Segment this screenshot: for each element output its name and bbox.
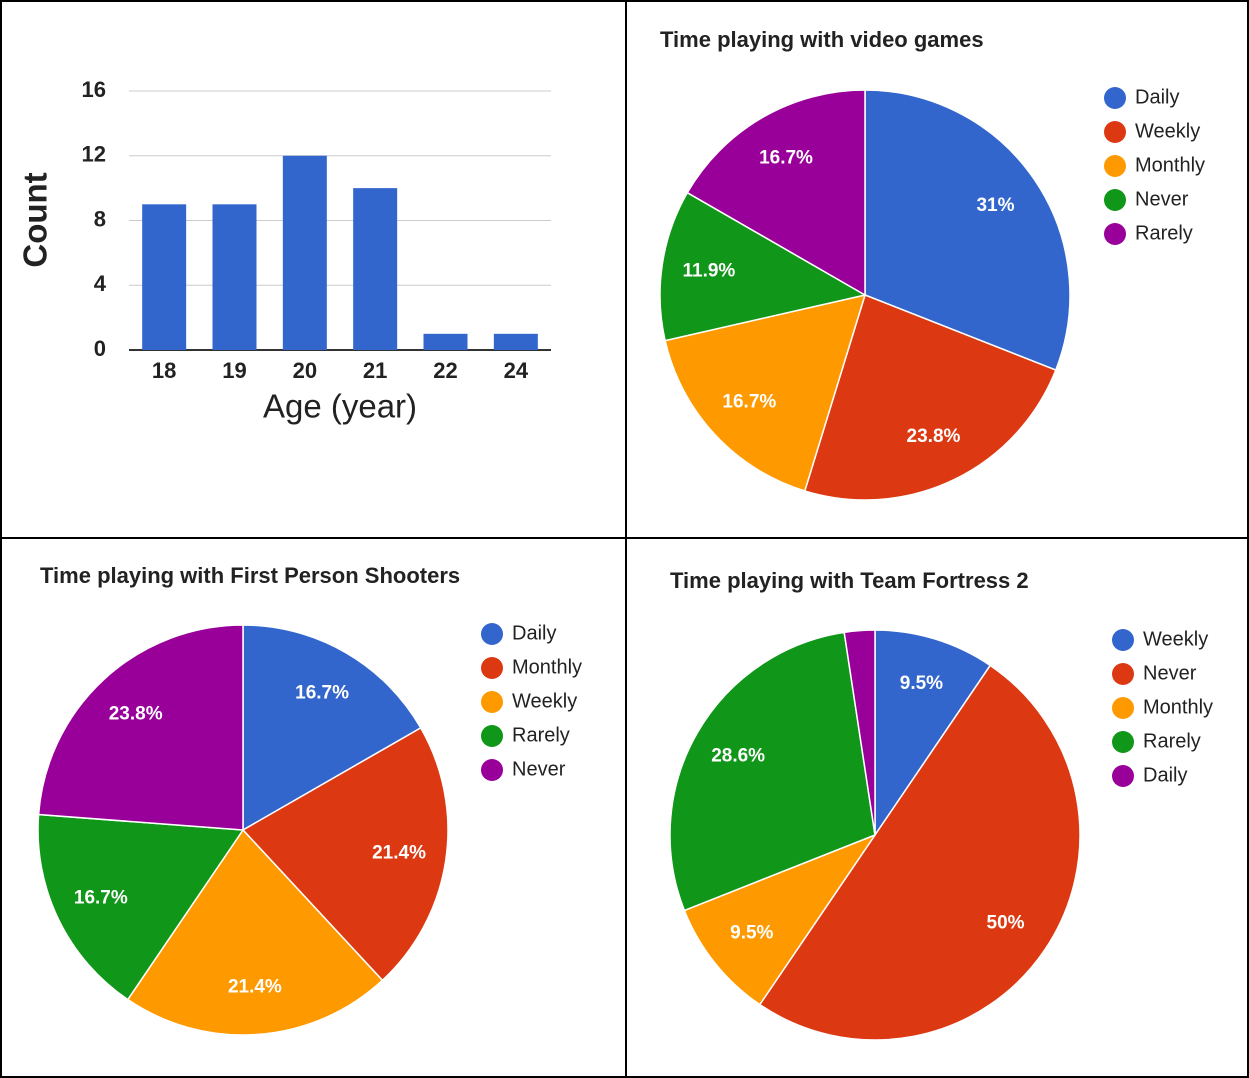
legend-swatch [1112,697,1134,719]
pie-slice [686,89,866,297]
slice-label: 21.4% [372,843,426,864]
pie-slice [874,629,992,838]
slice-label: 16.7% [759,147,813,168]
y-tick-label: 12 [82,142,106,167]
slice-label: 9.5% [900,673,943,694]
bar [493,333,538,350]
legend-label: Never [1143,662,1197,684]
pie-slice [241,726,449,982]
legend-label: Monthly [1143,696,1213,718]
chart-title: Time playing with video games [660,27,984,52]
y-tick-label: 0 [94,336,106,361]
legend-label: Monthly [512,656,582,678]
legend-swatch [1104,121,1126,143]
legend-label: Weekly [1143,628,1208,650]
y-axis-label: Count [17,172,54,267]
bar [423,333,468,350]
legend-label: Daily [1135,86,1179,108]
legend-swatch [481,657,503,679]
legend-swatch [481,725,503,747]
slice-label: 50% [987,913,1025,934]
chart-title: Time playing with Team Fortress 2 [670,568,1029,593]
x-axis-label: Age (year) [263,388,417,425]
legend-label: Weekly [1135,120,1200,142]
legend-swatch [1104,87,1126,109]
pie-slice [843,629,876,836]
legend-label: Never [512,758,566,780]
legend-swatch [481,623,503,645]
pie-slice [126,828,384,1036]
bar [282,155,327,350]
legend-swatch [1112,731,1134,753]
x-tick-label: 20 [293,358,317,383]
legend-swatch [481,759,503,781]
pie-slice [864,89,1071,372]
bar [212,204,257,350]
legend-swatch [1104,155,1126,177]
slice-label: 16.7% [295,682,349,703]
legend-label: Daily [512,622,556,644]
slice-label: 16.7% [722,391,776,412]
pie-slice [659,191,868,342]
slice-label: 31% [976,195,1014,216]
x-tick-label: 22 [433,358,457,383]
legend-label: Daily [1143,764,1187,786]
slice-label: 23.8% [109,703,163,724]
slice-label: 9.5% [730,923,773,944]
legend-label: Rarely [512,724,570,746]
legend-swatch [1104,223,1126,245]
pie-slice [669,631,876,912]
x-tick-label: 19 [222,358,246,383]
slice-label: 11.9% [682,261,735,282]
chart-title: Time playing with First Person Shooters [40,563,460,588]
y-tick-label: 4 [94,271,107,296]
x-tick-label: 18 [152,358,176,383]
pie-slice [664,293,867,492]
bar [353,188,398,350]
bar [142,204,187,350]
pie-slice [803,294,1057,501]
legend-label: Monthly [1135,154,1205,176]
pie-slice [37,624,244,831]
legend-label: Weekly [512,690,577,712]
legend-label: Never [1135,188,1189,210]
legend-label: Rarely [1135,222,1193,244]
legend-swatch [1112,765,1134,787]
y-tick-label: 16 [82,77,106,102]
pie-slice [242,624,422,832]
x-tick-label: 21 [363,358,387,383]
pie-slice [683,833,877,1006]
slice-label: 16.7% [74,888,128,909]
legend-swatch [1112,629,1134,651]
slice-label: 21.4% [228,976,282,997]
legend-swatch [1104,189,1126,211]
legend-swatch [1112,663,1134,685]
y-tick-label: 8 [94,206,106,231]
pie-slice [37,813,245,1001]
legend-swatch [481,691,503,713]
slice-label: 28.6% [711,745,765,766]
slice-label: 23.8% [907,426,961,447]
legend-label: Rarely [1143,730,1201,752]
pie-slice [758,664,1081,1041]
x-tick-label: 24 [504,358,529,383]
